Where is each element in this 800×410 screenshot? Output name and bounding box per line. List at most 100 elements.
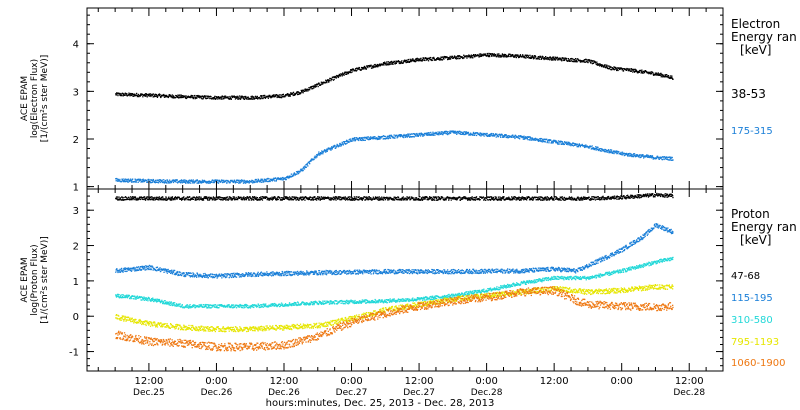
- data-point: [261, 196, 263, 198]
- data-point: [646, 194, 648, 197]
- data-point: [558, 143, 560, 145]
- data-point: [122, 95, 124, 97]
- data-point: [152, 197, 154, 199]
- data-point: [333, 76, 335, 78]
- data-point: [155, 269, 157, 271]
- data-point: [643, 194, 645, 196]
- data-point: [255, 274, 257, 277]
- data-point: [154, 196, 156, 199]
- data-point: [463, 196, 465, 198]
- data-point: [195, 97, 197, 99]
- data-point: [318, 151, 320, 153]
- data-point: [492, 196, 494, 199]
- data-point: [268, 198, 270, 200]
- data-point: [341, 75, 343, 77]
- data-point: [318, 152, 320, 155]
- data-point: [454, 198, 456, 200]
- data-point: [327, 79, 329, 81]
- data-point: [410, 133, 412, 135]
- data-point: [374, 63, 376, 66]
- data-point: [423, 198, 425, 200]
- data-point: [468, 134, 470, 136]
- data-point: [220, 273, 223, 275]
- data-point: [601, 64, 603, 66]
- data-point: [474, 199, 477, 201]
- data-point: [239, 274, 241, 276]
- data-point: [152, 199, 154, 201]
- data-point: [504, 53, 506, 56]
- data-point: [276, 197, 278, 199]
- data-point: [368, 137, 370, 139]
- data-point: [126, 178, 128, 181]
- data-point: [223, 274, 225, 276]
- data-point: [542, 139, 544, 141]
- data-point: [544, 141, 546, 143]
- data-point: [310, 86, 313, 88]
- data-point: [523, 135, 525, 137]
- data-point: [305, 164, 307, 166]
- data-point: [445, 198, 447, 200]
- data-point: [256, 180, 258, 182]
- data-point: [158, 196, 160, 198]
- data-point: [470, 132, 472, 134]
- data-point: [340, 199, 342, 201]
- data-point: [224, 276, 227, 279]
- data-point: [609, 66, 612, 68]
- data-point: [183, 179, 185, 181]
- data-point: [178, 94, 180, 96]
- data-point: [237, 198, 239, 201]
- data-point: [430, 131, 432, 134]
- data-point: [125, 92, 127, 95]
- data-point: [160, 179, 162, 182]
- data-point: [220, 96, 222, 98]
- data-point: [286, 94, 288, 96]
- data-point: [487, 134, 490, 137]
- data-point: [649, 156, 651, 159]
- data-point: [141, 93, 143, 95]
- data-point: [549, 198, 551, 201]
- data-point: [190, 272, 192, 274]
- data-point: [143, 265, 145, 268]
- data-point: [479, 53, 482, 55]
- data-point: [344, 197, 346, 199]
- data-point: [317, 154, 319, 156]
- data-point: [532, 197, 534, 199]
- data-point: [667, 75, 670, 77]
- data-point: [301, 170, 303, 172]
- data-point: [530, 198, 532, 200]
- data-point: [167, 270, 169, 272]
- data-point: [283, 96, 285, 98]
- data-point: [319, 197, 321, 199]
- data-point: [364, 136, 366, 138]
- data-point: [547, 139, 550, 141]
- data-point: [610, 66, 612, 68]
- data-point: [251, 199, 253, 201]
- data-point: [206, 197, 208, 200]
- data-point: [662, 76, 664, 78]
- data-point: [308, 197, 310, 200]
- data-point: [227, 96, 229, 98]
- data-point: [608, 152, 610, 154]
- data-point: [538, 198, 541, 200]
- data-point: [505, 197, 507, 199]
- data-point: [361, 67, 363, 69]
- data-point: [440, 58, 442, 60]
- data-point: [146, 268, 148, 271]
- data-point: [332, 196, 335, 198]
- data-point: [329, 78, 332, 80]
- data-point: [668, 194, 670, 197]
- data-point: [452, 131, 455, 134]
- data-point: [343, 142, 346, 144]
- data-point: [224, 198, 226, 200]
- data-point: [636, 70, 638, 72]
- data-point: [151, 181, 153, 184]
- data-point: [403, 198, 406, 201]
- data-point: [640, 72, 642, 74]
- data-point: [208, 274, 210, 277]
- data-point: [626, 153, 628, 155]
- data-point: [198, 275, 200, 277]
- data-point: [204, 276, 206, 278]
- data-point: [136, 95, 138, 98]
- data-point: [361, 66, 363, 69]
- data-point: [241, 197, 243, 199]
